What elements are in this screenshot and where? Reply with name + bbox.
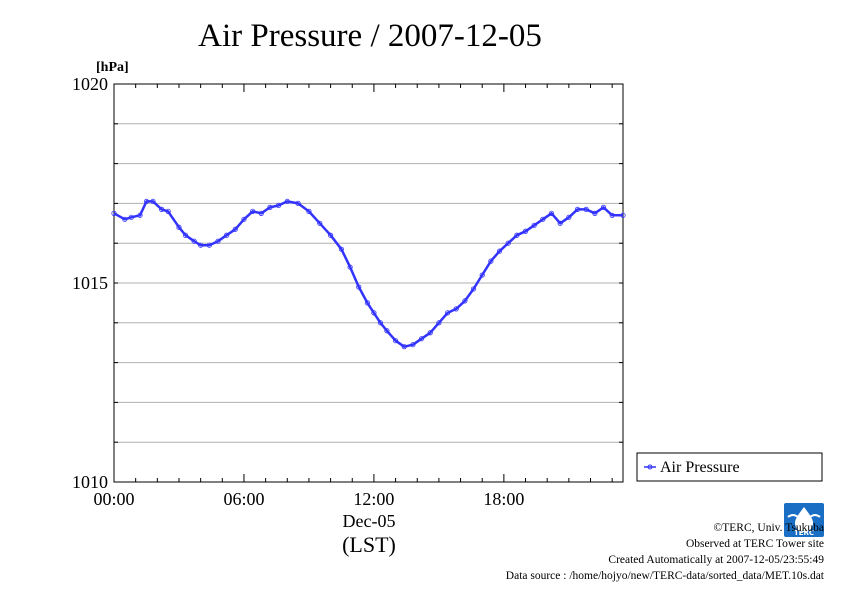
data-point — [620, 212, 626, 218]
data-point — [198, 242, 204, 248]
data-source-text: Data source : /home/hojyo/new/TERC-data/… — [505, 570, 824, 582]
data-point — [128, 214, 134, 220]
data-point — [284, 198, 290, 205]
data-point — [317, 220, 323, 226]
data-point — [436, 320, 442, 326]
data-point — [224, 232, 230, 238]
data-point — [401, 344, 407, 350]
water-drop-icon — [795, 507, 813, 532]
chart-title: Air Pressure / 2007-12-05 — [198, 18, 542, 54]
data-point — [267, 204, 273, 210]
wave-icon — [787, 514, 799, 518]
terc-logo: TERC — [784, 503, 824, 537]
data-point — [364, 300, 371, 306]
legend: Air Pressure — [636, 452, 823, 482]
x-tick-label: 18:00 — [483, 489, 524, 509]
grid-lines — [114, 123, 623, 443]
data-point — [150, 198, 156, 205]
x-axis-date-label: Dec-05 — [343, 511, 396, 531]
series-line — [113, 200, 623, 348]
data-point — [159, 206, 165, 212]
x-tick-label: 12:00 — [353, 489, 394, 509]
logo-lettering: TERC — [794, 529, 814, 537]
data-point — [514, 232, 520, 238]
data-point — [347, 264, 353, 270]
data-point — [410, 342, 416, 348]
axis-ticks — [113, 83, 623, 483]
y-tick-label: 1020 — [72, 74, 108, 94]
data-point — [522, 228, 529, 234]
data-point — [427, 330, 433, 336]
data-point — [453, 306, 459, 312]
data-point — [258, 210, 264, 216]
data-point — [592, 210, 598, 216]
data-point — [356, 284, 362, 290]
data-point — [488, 258, 494, 264]
data-point — [531, 222, 537, 228]
observed-site-text: Observed at TERC Tower site — [685, 538, 824, 550]
data-point — [206, 242, 212, 248]
credits-block: ©TERC, Univ. Tsukuba Observed at TERC To… — [506, 520, 824, 584]
copyright-text: ©TERC, Univ. Tsukuba — [713, 522, 824, 534]
data-point — [444, 310, 451, 316]
data-point — [111, 210, 117, 216]
created-timestamp-text: Created Automatically at 2007-12-05/23:5… — [608, 554, 824, 566]
x-tick-label: 00:00 — [93, 489, 134, 509]
data-point — [241, 216, 247, 222]
y-axis-unit: [hPa] — [96, 60, 129, 75]
data-point — [232, 226, 238, 232]
data-point — [165, 208, 171, 214]
data-point — [505, 240, 511, 246]
data-point — [327, 232, 334, 238]
data-point — [295, 200, 301, 206]
data-point — [137, 212, 143, 218]
data-point — [418, 336, 425, 342]
data-point — [182, 232, 189, 238]
data-point — [215, 238, 221, 244]
y-tick-label: 1010 — [72, 472, 108, 492]
wave-icon — [809, 514, 821, 518]
data-point — [392, 338, 399, 344]
legend-marker-swatch — [647, 464, 653, 470]
x-axis-title: (LST) — [342, 532, 396, 557]
data-point — [176, 224, 182, 230]
data-point — [557, 220, 563, 226]
data-point — [583, 206, 589, 212]
series-air-pressure — [111, 198, 626, 350]
x-tick-label: 06:00 — [223, 489, 264, 509]
data-point — [548, 210, 555, 216]
data-point — [470, 286, 477, 292]
data-point — [122, 216, 128, 222]
data-point — [371, 310, 377, 316]
data-point — [496, 248, 503, 254]
data-point — [276, 202, 282, 208]
data-point — [540, 216, 546, 222]
data-point — [377, 320, 384, 326]
legend-label: Air Pressure — [660, 459, 740, 476]
data-point — [384, 328, 390, 334]
data-point — [338, 246, 345, 252]
tick-labels: 1010 1015 1020 00:00 06:00 12:00 18:00 — [72, 74, 524, 509]
data-point — [600, 204, 607, 210]
data-point — [566, 214, 572, 220]
data-point — [143, 198, 150, 205]
y-tick-label: 1015 — [72, 273, 108, 293]
data-point — [462, 298, 468, 304]
data-point — [479, 272, 485, 278]
data-point — [191, 238, 197, 244]
data-point — [574, 206, 581, 212]
legend-box — [636, 452, 823, 482]
data-point — [250, 208, 256, 214]
data-point — [609, 212, 615, 218]
data-point — [306, 208, 312, 214]
